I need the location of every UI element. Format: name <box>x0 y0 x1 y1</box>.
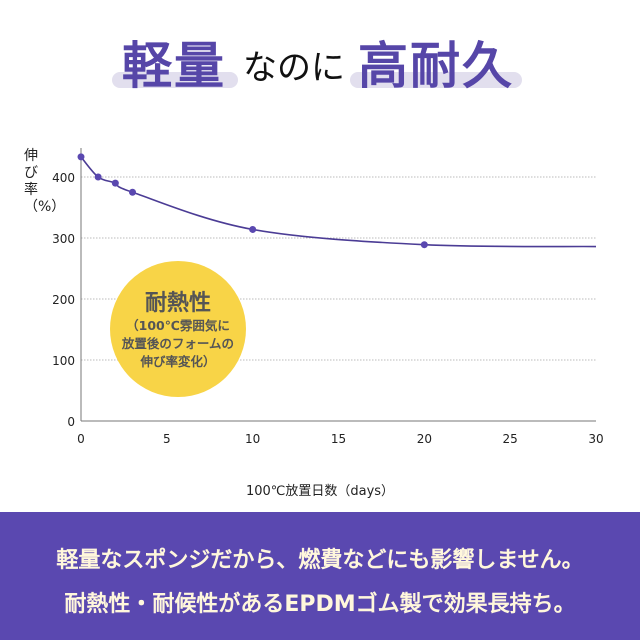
badge-title: 耐熱性 <box>144 291 211 316</box>
data-point <box>111 179 119 187</box>
x-axis-label: 100℃放置日数（days） <box>245 484 395 499</box>
heat-resistance-badge: 耐熱性 （100℃雰囲気に 放置後のフォームの 伸び率変化） <box>110 261 246 397</box>
x-tick-label: 10 <box>245 432 260 446</box>
x-tick-label: 5 <box>163 432 171 446</box>
headline: 軽量 なのに 高耐久 <box>0 26 640 96</box>
x-tick-label: 0 <box>77 432 85 446</box>
y-tick-label: 100 <box>52 354 75 368</box>
data-point <box>129 188 136 196</box>
x-tick-label: 15 <box>331 432 346 446</box>
y-tick-label: 0 <box>67 415 75 429</box>
badge-line: 伸び率変化） <box>140 354 216 369</box>
y-tick-label: 400 <box>52 171 75 185</box>
data-point <box>249 225 257 233</box>
footer-band: 軽量なスポンジだから、燃費などにも影響しません。 耐熱性・耐候性があるEPDMゴ… <box>0 512 640 640</box>
data-point <box>94 173 102 181</box>
title-durable: 高耐久 <box>358 37 514 95</box>
highlight-bar <box>350 72 522 88</box>
badge-line: 放置後のフォームの <box>121 336 235 351</box>
title-connector: なのに <box>243 48 345 88</box>
y-tick-label: 200 <box>52 293 75 307</box>
series-line <box>80 156 597 248</box>
title-lightweight: 軽量 <box>122 37 226 95</box>
x-tick-label: 30 <box>588 432 603 446</box>
data-point <box>77 153 85 161</box>
x-tick-label: 20 <box>417 432 432 446</box>
data-point <box>420 241 428 249</box>
footer-line-2: 耐熱性・耐候性があるEPDMゴム製で効果長持ち。 <box>64 592 576 617</box>
footer-line-1: 軽量なスポンジだから、燃費などにも影響しません。 <box>56 548 584 573</box>
badge-line: （100℃雰囲気に <box>126 318 230 333</box>
y-tick-label: 300 <box>52 232 75 246</box>
highlight-bar <box>112 72 238 88</box>
x-tick-label: 25 <box>503 432 518 446</box>
line-chart: 0 100 200 300 400 0 5 10 15 20 25 30 <box>52 148 604 446</box>
